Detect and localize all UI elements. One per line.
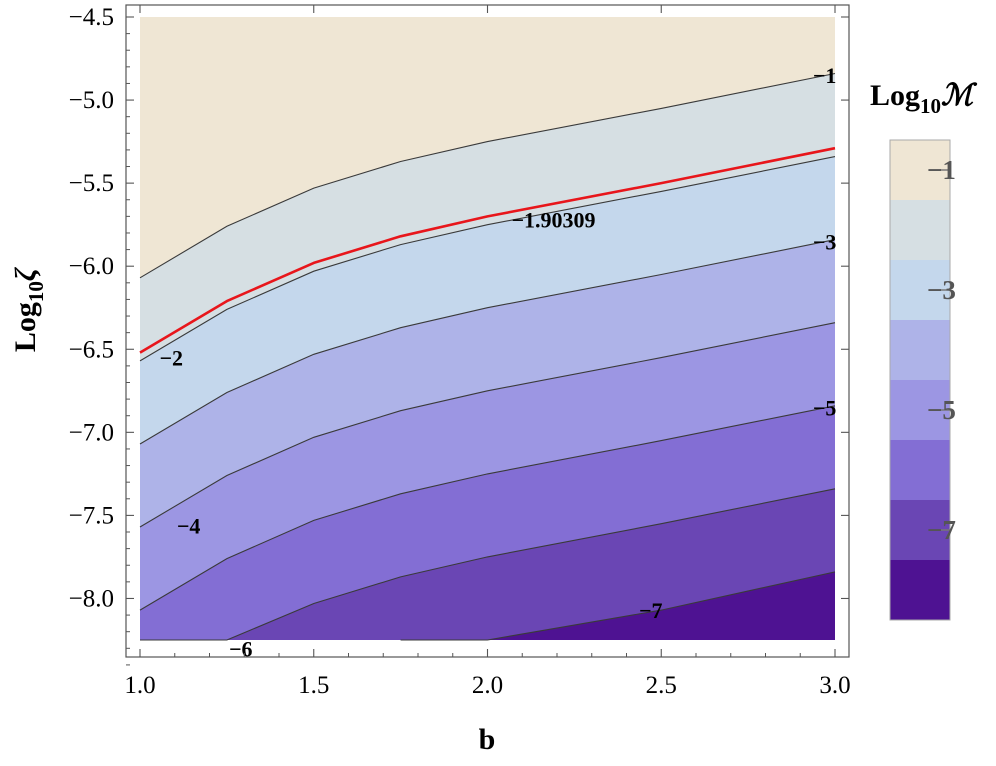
colorbar-title-symbol: ℳ — [941, 79, 978, 112]
colorbar — [889, 139, 951, 621]
contour-fill-band — [140, 239, 835, 527]
contour-label: −7 — [639, 598, 663, 623]
y-tick-label: −7.0 — [69, 419, 114, 446]
y-tick-label: −7.5 — [69, 502, 114, 529]
contour-lines — [139, 72, 836, 641]
y-tick-label: −5.5 — [69, 170, 114, 197]
contour-label: −5 — [813, 395, 837, 420]
contour-line — [139, 72, 836, 279]
contour-fill-band — [140, 488, 835, 640]
colorbar-tick-label: −3 — [927, 275, 956, 305]
contour-fill-band — [140, 17, 835, 278]
contour-fill-band — [140, 405, 835, 640]
contour-line — [400, 571, 836, 641]
highlight-contour-line — [139, 146, 836, 354]
contour-label: −3 — [813, 229, 837, 254]
x-axis-ticks: 1.0 1.5 2.0 2.5 3.0 — [124, 5, 851, 699]
contour-line — [139, 239, 836, 445]
highlight-contour — [139, 146, 836, 354]
y-axis-title-symbol: ζ — [9, 266, 42, 281]
y-tick-label: −8.0 — [69, 586, 114, 613]
colorbar-swatch — [890, 440, 950, 501]
colorbar-title-base: Log — [870, 79, 920, 112]
y-axis-title-sub: 10 — [24, 281, 48, 302]
colorbar-title-sub: 10 — [920, 94, 941, 118]
contour-fill-band — [140, 571, 835, 640]
contour-label: −2 — [160, 346, 184, 371]
x-tick-label: 1.0 — [124, 672, 155, 699]
contour-line — [139, 322, 836, 528]
colorbar-swatch — [890, 200, 950, 261]
contour-label: −1.90309 — [511, 208, 595, 233]
x-tick-label: 2.5 — [646, 672, 677, 699]
contour-label: −1 — [813, 63, 837, 88]
y-axis-title-base: Log — [9, 302, 42, 352]
y-tick-label: −6.5 — [69, 336, 114, 363]
contour-label: −4 — [177, 513, 201, 538]
contour-labels: −1 −1.90309 −2 −3 −4 −5 −6 −7 — [160, 63, 837, 661]
y-axis-ticks: −4.5 −5.0 −5.5 −6.0 −6.5 −7.0 −7.5 −8.0 — [69, 4, 849, 666]
colorbar-frame — [889, 139, 951, 621]
x-tick-label: 3.0 — [819, 672, 850, 699]
x-tick-label: 2.0 — [472, 672, 503, 699]
contour-line — [140, 488, 836, 641]
colorbar-tick-label: −1 — [927, 155, 956, 185]
y-tick-label: −6.0 — [69, 253, 114, 280]
contour-label: −6 — [229, 636, 253, 661]
contour-line — [139, 405, 836, 611]
contour-fill-band — [140, 322, 835, 611]
contour-fill-band — [140, 156, 835, 444]
y-axis-title: Log10ζ — [9, 266, 48, 352]
colorbar-title: Log10ℳ — [870, 79, 978, 118]
colorbar-ticks: −1 −3 −5 −7 — [927, 155, 956, 545]
x-axis-title: b — [479, 723, 496, 756]
y-tick-label: −5.0 — [69, 87, 114, 114]
colorbar-swatch — [890, 560, 950, 621]
colorbar-swatch — [890, 320, 950, 381]
y-tick-label: −4.5 — [69, 4, 114, 31]
x-tick-label: 1.5 — [298, 672, 329, 699]
colorbar-tick-label: −7 — [927, 515, 956, 545]
contour-line — [139, 156, 836, 362]
contour-fill-regions — [140, 17, 835, 640]
colorbar-tick-label: −5 — [927, 395, 956, 425]
